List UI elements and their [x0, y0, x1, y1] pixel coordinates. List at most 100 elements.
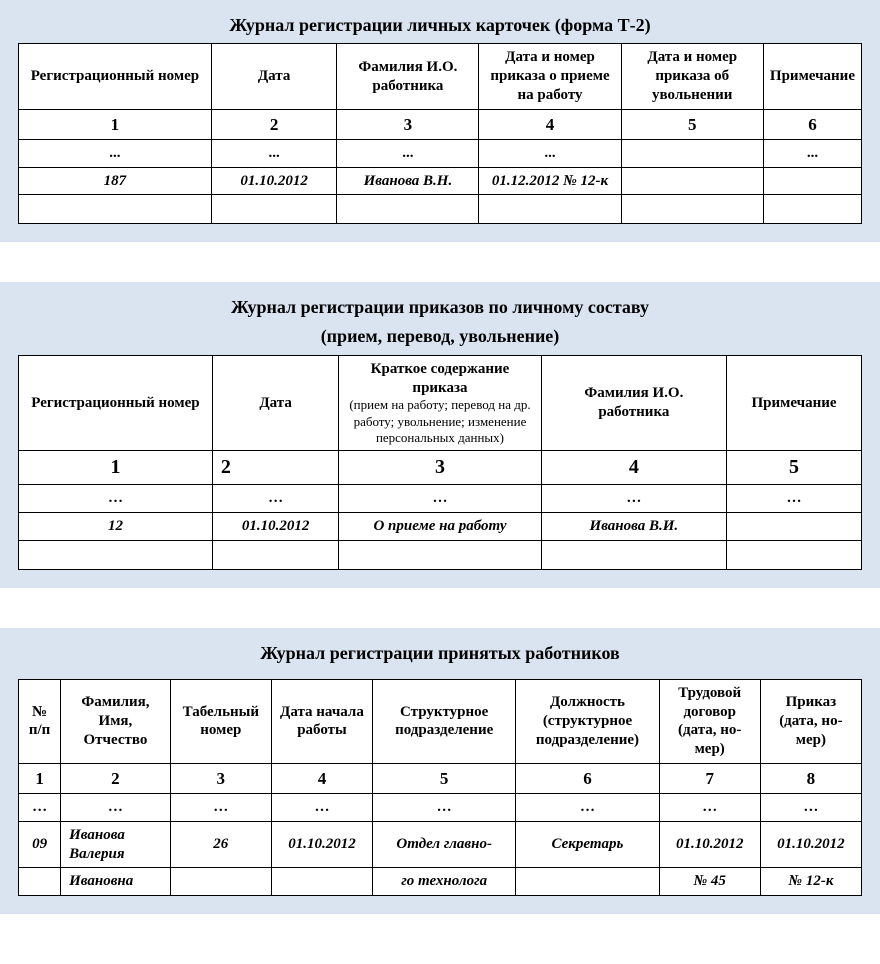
- table-data-row: Ивановна го технолога № 45 № 12-к: [19, 868, 862, 896]
- cell: 01.12.2012 № 12-к: [479, 167, 621, 195]
- cell: [271, 868, 372, 896]
- cell: № 45: [659, 868, 760, 896]
- cell: Отдел главно-: [373, 821, 516, 868]
- cell: [763, 167, 861, 195]
- cell: …: [339, 485, 541, 513]
- colnum: 3: [337, 109, 479, 139]
- col-header: Дата и номер приказа о приеме на работу: [479, 44, 621, 109]
- col-header: Фамилия И.О. работника: [541, 355, 726, 450]
- cell: ...: [479, 139, 621, 167]
- colnum: 5: [373, 763, 516, 793]
- cell: [621, 195, 763, 224]
- col-header-sub: (прием на работу; пе­ревод на др. работу…: [345, 397, 534, 446]
- colnum: 6: [516, 763, 659, 793]
- cell: …: [727, 485, 862, 513]
- cell: Иванова В.И.: [541, 512, 726, 540]
- block2-subtitle: (прием, перевод, увольнение): [18, 326, 862, 347]
- cell: ...: [211, 139, 337, 167]
- col-header: Фамилия И.О. работ­ника: [337, 44, 479, 109]
- col-header: Дата начала работы: [271, 679, 372, 763]
- cell: го технолога: [373, 868, 516, 896]
- table-number-row: 1 2 3 4 5: [19, 451, 862, 485]
- cell: …: [61, 794, 171, 822]
- col-header: Дата: [211, 44, 337, 109]
- cell: 187: [19, 167, 212, 195]
- cell: Иванова В.Н.: [337, 167, 479, 195]
- cell: ...: [337, 139, 479, 167]
- table-hired: № п/п Фамилия, Имя, Отчество Табельный н…: [18, 679, 862, 896]
- cell: 01.10.2012: [271, 821, 372, 868]
- cell: № 12-к: [760, 868, 861, 896]
- table-number-row: 1 2 3 4 5 6 7 8: [19, 763, 862, 793]
- col-header: Примечание: [763, 44, 861, 109]
- col-header: Регистрационный номер: [19, 44, 212, 109]
- colnum: 8: [760, 763, 861, 793]
- table-data-row: 09 Иванова Валерия 26 01.10.2012 Отдел г…: [19, 821, 862, 868]
- colnum: 3: [339, 451, 541, 485]
- cell: …: [373, 794, 516, 822]
- journal-block-t2: Журнал регистрации личных карточек (форм…: [0, 0, 880, 242]
- colnum: 5: [727, 451, 862, 485]
- colnum: 1: [19, 451, 213, 485]
- cell: …: [271, 794, 372, 822]
- cell: [19, 195, 212, 224]
- cell: [621, 139, 763, 167]
- cell: [479, 195, 621, 224]
- cell: ...: [763, 139, 861, 167]
- cell: Секретарь: [516, 821, 659, 868]
- cell: Иванова Валерия: [61, 821, 171, 868]
- col-header: Дата и номер приказа об увольнении: [621, 44, 763, 109]
- cell: …: [19, 794, 61, 822]
- table-header-row: Регистрационный номер Дата Краткое содер…: [19, 355, 862, 450]
- col-header: Приказ (дата, но­мер): [760, 679, 861, 763]
- block2-title: Журнал регистрации приказов по личному с…: [18, 296, 862, 319]
- cell: …: [760, 794, 861, 822]
- cell: …: [170, 794, 271, 822]
- cell: [211, 195, 337, 224]
- table-empty-row: [19, 540, 862, 569]
- table-t2: Регистрационный номер Дата Фамилия И.О. …: [18, 43, 862, 224]
- cell: …: [659, 794, 760, 822]
- colnum: 1: [19, 763, 61, 793]
- colnum: 5: [621, 109, 763, 139]
- col-header-main: Краткое содержание приказа: [345, 360, 534, 398]
- table-empty-row: [19, 195, 862, 224]
- block1-title: Журнал регистрации личных карточек (форм…: [18, 14, 862, 37]
- cell: [727, 540, 862, 569]
- col-header: № п/п: [19, 679, 61, 763]
- cell: [541, 540, 726, 569]
- cell: 12: [19, 512, 213, 540]
- col-header: Регистрационный номер: [19, 355, 213, 450]
- cell: 01.10.2012: [211, 167, 337, 195]
- journal-block-hired: Журнал регистрации принятых работников №…: [0, 628, 880, 915]
- col-header: Трудовой договор (дата, но­мер): [659, 679, 760, 763]
- col-header: Дата: [212, 355, 338, 450]
- cell: [516, 868, 659, 896]
- col-header: Фамилия, Имя, Отчество: [61, 679, 171, 763]
- cell: ...: [19, 139, 212, 167]
- colnum: 6: [763, 109, 861, 139]
- cell: [339, 540, 541, 569]
- cell: О приеме на работу: [339, 512, 541, 540]
- table-orders: Регистрационный номер Дата Краткое содер…: [18, 355, 862, 570]
- table-header-row: Регистрационный номер Дата Фамилия И.О. …: [19, 44, 862, 109]
- table-number-row: 1 2 3 4 5 6: [19, 109, 862, 139]
- cell: 09: [19, 821, 61, 868]
- col-header: Табельный номер: [170, 679, 271, 763]
- table-ellipsis-row: ... ... ... ... ...: [19, 139, 862, 167]
- colnum: 4: [271, 763, 372, 793]
- cell: [763, 195, 861, 224]
- cell: Ивановна: [61, 868, 171, 896]
- cell: …: [19, 485, 213, 513]
- colnum: 4: [541, 451, 726, 485]
- table-header-row: № п/п Фамилия, Имя, Отчество Табельный н…: [19, 679, 862, 763]
- cell: 01.10.2012: [760, 821, 861, 868]
- cell: 01.10.2012: [659, 821, 760, 868]
- block3-title: Журнал регистрации принятых работников: [18, 642, 862, 665]
- cell: …: [212, 485, 338, 513]
- table-data-row: 187 01.10.2012 Иванова В.Н. 01.12.2012 №…: [19, 167, 862, 195]
- col-header: Краткое содержание приказа (прием на раб…: [339, 355, 541, 450]
- cell: …: [516, 794, 659, 822]
- colnum: 2: [211, 109, 337, 139]
- cell: [337, 195, 479, 224]
